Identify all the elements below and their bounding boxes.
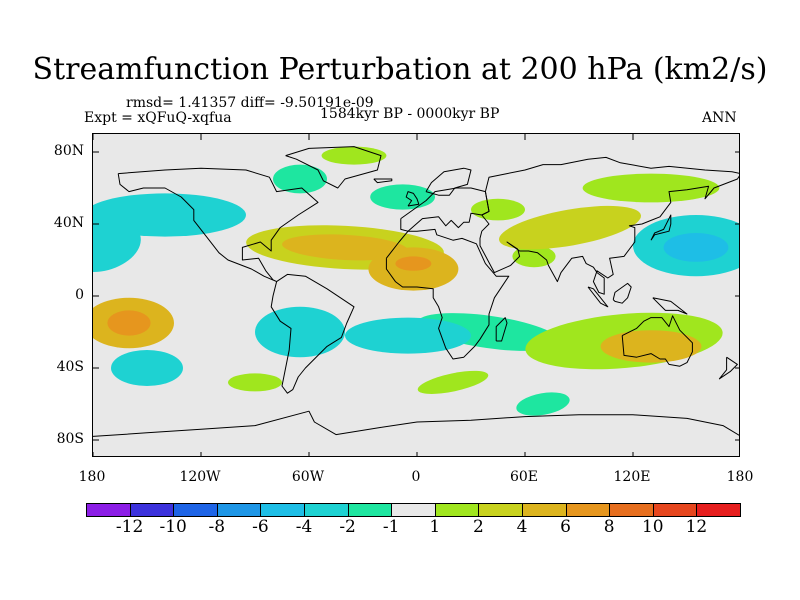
colorbar-swatch [260, 503, 305, 517]
contour-siberia-positive [471, 198, 525, 221]
colorbar-swatch [391, 503, 436, 517]
coastline-asia [479, 156, 739, 295]
colorbar-swatch [129, 503, 175, 517]
colorbar-swatch [434, 503, 480, 517]
x-tick-label: 180 [726, 469, 754, 485]
map-canvas [93, 134, 739, 456]
colorbar-level-label: -12 [115, 517, 144, 537]
contour-southeast-pacific-negative [111, 350, 183, 386]
colorbar-level-label: 6 [560, 517, 572, 537]
colorbar-level-label: -6 [252, 517, 269, 537]
contour-greenland-negative [273, 164, 327, 194]
contour-central-asia-positive [499, 205, 641, 250]
contour-southern-ocean-positive [417, 370, 489, 394]
experiment-label: Expt = xQFuQ-xqfua [84, 110, 232, 126]
colorbar-swatch [565, 503, 611, 517]
y-tick-label: 0 [75, 287, 84, 303]
colorbar-level-label: -10 [159, 517, 187, 537]
contour-south-america-negative [255, 306, 345, 358]
coastline-british-isles [405, 191, 420, 207]
contour-eastern-pacific-negative [93, 219, 141, 273]
colorbar-swatch [609, 503, 654, 517]
contour-south-atlantic-negative [345, 317, 471, 354]
coastline-japan [650, 214, 672, 241]
season-label: ANN [702, 110, 737, 126]
coastline-borneo [612, 282, 632, 304]
page-title: Streamfunction Perturbation at 200 hPa (… [32, 52, 768, 87]
colorbar-swatch [347, 503, 393, 517]
colorbar-swatch [522, 503, 567, 517]
contour-north-africa-core [395, 256, 432, 271]
contour-southern-indian-negative [516, 392, 570, 416]
coastline-australia [621, 315, 693, 367]
colorbar-swatch [478, 503, 523, 517]
y-tick-label: 80S [56, 431, 84, 447]
x-tick-label: 120E [613, 469, 651, 485]
contour-patagonia-positive [228, 373, 282, 392]
coastline-south-america [270, 273, 355, 394]
coastline-scandinavia [425, 167, 472, 196]
period-label: 1584kyr BP - 0000kyr BP [320, 106, 500, 122]
contour-arctic-positive [321, 146, 387, 165]
x-tick-label: 120W [179, 469, 221, 485]
contour-australia-core [600, 330, 702, 363]
y-tick-label: 40N [53, 215, 84, 231]
coastline-europe [400, 187, 490, 232]
colorbar [86, 503, 741, 517]
contour-north-atlantic-north-negative [370, 184, 435, 210]
contour-northwest-pacific-core [663, 233, 729, 262]
stats-label: rmsd= 1.41357 diff= -9.50191e-09 [126, 95, 374, 111]
colorbar-level-label: -2 [339, 517, 356, 537]
colorbar-swatch [86, 503, 131, 517]
x-tick-label: 0 [411, 469, 421, 485]
coastline-new-zealand [718, 356, 738, 380]
x-tick-label: 60W [291, 469, 325, 485]
colorbar-level-label: 2 [472, 517, 484, 537]
colorbar-level-label: 10 [641, 517, 664, 537]
colorbar-level-label: -8 [208, 517, 226, 537]
coastline-africa [385, 228, 510, 360]
coastline-madagascar [495, 317, 508, 342]
contour-south-indian-band-negative [417, 313, 561, 351]
y-tick-label: 40S [56, 359, 84, 375]
colorbar-level-label: -4 [295, 517, 313, 537]
contour-russia-positive [582, 173, 720, 203]
colorbar-level-label: 8 [603, 517, 615, 537]
map-panel [92, 133, 740, 457]
contour-south-pacific-core [107, 310, 151, 336]
x-tick-label: 180 [78, 469, 106, 485]
colorbar-level-label: 12 [685, 517, 708, 537]
coastline-new-guinea [652, 297, 688, 315]
coastline-sumatra [587, 286, 609, 308]
x-tick-label: 60E [509, 469, 539, 485]
colorbar-level-label: -1 [382, 517, 400, 537]
colorbar-swatch [216, 503, 262, 517]
coastline-greenland [285, 146, 382, 189]
coastline-antarctica-edge [93, 410, 739, 437]
colorbar-swatch [696, 503, 741, 517]
colorbar-level-label: 1 [429, 517, 441, 537]
contour-north-atlantic-inner [282, 234, 408, 261]
colorbar-swatch [173, 503, 218, 517]
coastline-iceland [373, 178, 393, 184]
y-tick-label: 80N [53, 143, 84, 159]
colorbar-swatch [652, 503, 698, 517]
colorbar-swatch [304, 503, 349, 517]
colorbar-level-label: 4 [516, 517, 528, 537]
coastline-north-america [117, 167, 319, 283]
